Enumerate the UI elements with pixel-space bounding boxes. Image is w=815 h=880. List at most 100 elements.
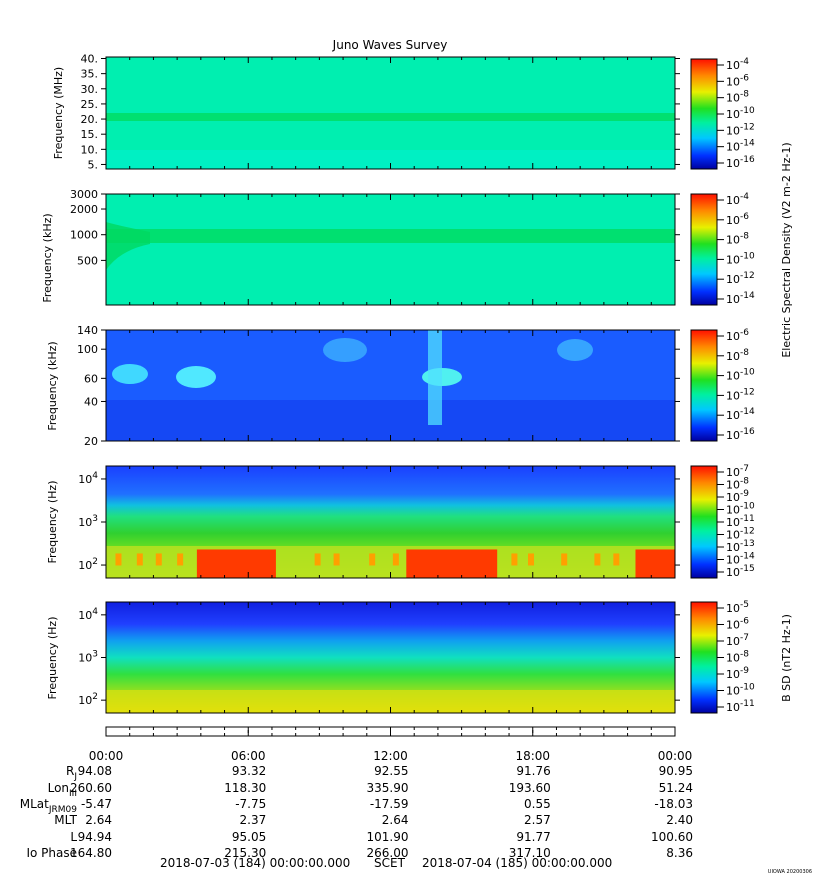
ephemeris-value: 101.90 [367,830,409,844]
y-tick-label: 103 [78,514,98,529]
panel-2-band [106,229,675,243]
colorbar-tick-label: 10-15 [726,564,755,579]
y-tick-label: 5. [88,158,99,171]
colorbar-tick-label: 10-14 [726,552,755,567]
ephemeris-value: -7.75 [235,797,266,811]
colorbar-tick-label: 10-6 [726,212,749,227]
ephemeris-row-label: LonIII [48,781,77,799]
y-tick-label: 3000 [70,188,98,201]
y-tick-label: 500 [77,254,98,267]
ephemeris-row-label: MLT [54,813,77,827]
ephemeris-value: 2.57 [524,813,551,827]
colorbar-tick-label: 10-6 [726,617,749,632]
colorbar-tick-label: 10-4 [726,57,749,72]
panel-3-emission-1 [112,364,148,384]
y-tick-label: 1000 [70,229,98,242]
panel-1: 40.35.30.25.20.15.10.5. Frequency (MHz) … [52,53,755,172]
ephemeris-value: 266.00 [367,846,409,860]
colorbar-tick-label: 10-7 [726,633,749,648]
footer-start-time: 2018-07-03 (184) 00:00:00.000 [160,856,350,870]
y-tick-label: 40 [84,395,98,408]
colorbar-tick-label: 10-16 [726,155,755,170]
colorbar-tick-label: 10-6 [726,328,749,343]
emission-spot [511,553,518,566]
panel-5-colorbar [690,601,718,714]
panel-1-colorbar [690,58,718,170]
emission-spot [369,553,376,566]
panel-5-y-ticks: 104 103 102 [78,607,680,707]
colorbar-tick-label: 10-8 [726,348,749,363]
colorbar-tick-label: 10-12 [726,122,755,137]
panel-3-colorbar [690,329,718,442]
ephemeris-value: 215.30 [224,846,266,860]
footer-scet-label: SCET [374,856,406,870]
colorbar-tick-label: 10-14 [726,291,755,306]
y-tick-label: 10. [81,143,99,156]
ephemeris-value: 94.08 [78,764,112,778]
panel-2-colorbar-ticks: 10-4 10-6 10-8 10-10 10-12 10-14 [717,192,755,306]
footer-stamp: UIOWA 20200306 [768,869,812,875]
y-tick-label: 140 [77,324,98,337]
emission-spot [115,553,122,566]
ephemeris-value: 94.94 [78,830,112,844]
colorbar-tick-label: 10-8 [726,90,749,105]
panel-5: 104 103 102 Frequency (Hz) 10-5 10-610-7 10-… [46,600,755,714]
y-tick-label: 103 [78,650,98,665]
colorbar-tick-label: 10-11 [726,699,755,714]
ephemeris-value: 2.64 [382,813,409,827]
panel-2-colorbar [690,193,718,306]
emission-spot [136,553,143,566]
colorbar-tick-label: 10-10 [726,502,755,517]
ephemeris-value: -18.03 [654,797,693,811]
colorbar-tick-label: 10-12 [726,387,755,402]
y-tick-label: 102 [78,692,98,707]
y-tick-label: 40. [81,53,99,66]
x-tick-label: 12:00 [373,749,408,763]
ephemeris-value: 2.40 [666,813,693,827]
footer-end-time: 2018-07-04 (185) 00:00:00.000 [422,856,612,870]
colorbar-tick-label: 10-9 [726,666,749,681]
panel-1-y-ticks: 40. 35. 30. 25. 20. 15. 10. 5. [81,53,680,171]
panel-3-y-ticks: 140 100 60 40 20 [77,324,680,448]
colorbar-tick-label: 10-10 [726,368,755,383]
emission-spot [314,553,321,566]
panel-3-emission-5 [557,339,593,361]
panel-3-emission-3 [323,338,367,362]
emission-spot [177,553,184,566]
intense-emission-region [406,549,498,578]
colorbar-tick-label: 10-4 [726,192,749,207]
emission-spot [613,553,620,566]
y-tick-label: 25. [81,98,99,111]
panel-1-ylabel: Frequency (MHz) [52,67,65,159]
panel-4-colorbar-ticks: 10-710-810-910-1010-1110-1210-1310-1410-… [717,464,755,579]
magnetic-colorbar-label: B SD (nT2 Hz-1) [780,614,793,702]
y-tick-label: 60 [84,372,98,385]
panel-2-ylabel: Frequency (kHz) [41,213,54,302]
y-tick-label: 35. [81,68,99,81]
ephemeris-value: 100.60 [651,830,693,844]
panel-3-ylabel: Frequency (kHz) [46,341,59,430]
colorbar-tick-label: 10-14 [726,407,755,422]
intense-emission-region [635,549,675,578]
x-tick-label: 18:00 [515,749,550,763]
colorbar-tick-label: 10-5 [726,600,749,615]
y-tick-label: 104 [78,607,98,622]
colorbar-tick-label: 10-13 [726,539,755,554]
panel-4-colorbar [690,465,718,579]
panel-2-left-feature [106,222,150,270]
ephemeris-value: 335.90 [367,781,409,795]
ephemeris-value: 2.37 [240,813,267,827]
y-tick-label: 30. [81,83,99,96]
colorbar-tick-label: 10-10 [726,106,755,121]
ephemeris-value: 93.32 [232,764,266,778]
ephemeris-row-label: RJ [66,764,77,782]
panel-5-ylabel: Frequency (Hz) [46,617,59,700]
colorbar-tick-label: 10-10 [726,251,755,266]
panel-3-colorbar-ticks: 10-6 10-8 10-10 10-12 10-14 10-16 [717,328,755,442]
panel-4-emissions [115,549,675,578]
